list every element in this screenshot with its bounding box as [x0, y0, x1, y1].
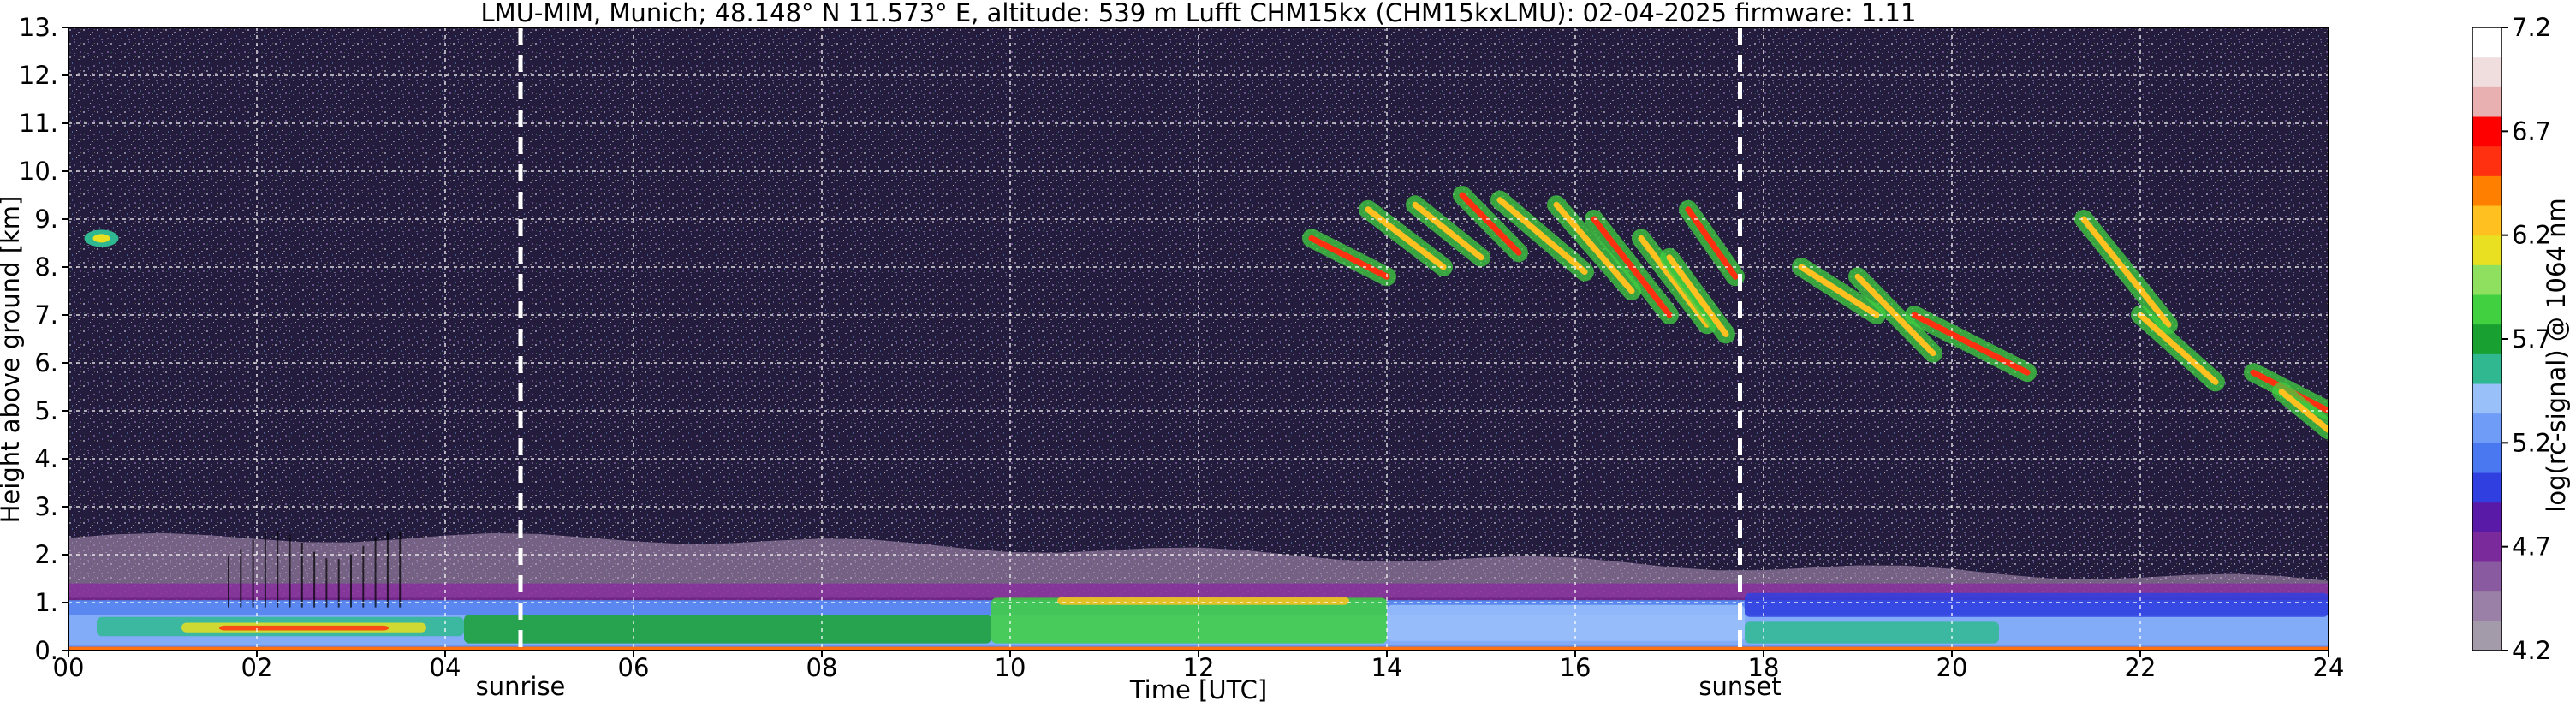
x-axis-label: Time [UTC] — [1129, 675, 1267, 704]
y-tick-label: 3. — [34, 492, 58, 521]
cirrus-core — [1638, 235, 1710, 328]
cirrus-core — [1685, 206, 1739, 280]
sun-marker-label: sunrise — [476, 672, 566, 701]
colorbar-segment — [2472, 146, 2502, 176]
colorbar-segment — [2472, 561, 2502, 592]
colorbar-segment — [2472, 86, 2502, 117]
y-tick-label: 7. — [34, 300, 58, 330]
x-tick-label: 06 — [618, 653, 650, 682]
x-tick-label: 18 — [1748, 653, 1780, 682]
cirrus-core — [1459, 192, 1522, 256]
colorbar-segment — [2472, 235, 2502, 265]
colorbar-segment — [2472, 264, 2502, 295]
surface-band — [68, 646, 2329, 651]
colorbar-segment — [2472, 354, 2502, 384]
aerosol-patch — [1057, 597, 1349, 605]
sun-markers: sunrise sunset — [476, 27, 1782, 701]
residual-layer — [68, 532, 2329, 598]
colorbar-segment — [2472, 175, 2502, 206]
axes: 00 02 04 06 08 10 12 14 16 18 20 22 24 0. 1. 2. 3. 4. 5. 6.… — [19, 13, 2345, 682]
cirrus-core — [1666, 254, 1729, 337]
colorbar-tick-label: 6.7 — [2512, 116, 2551, 146]
aerosol-patch — [1745, 621, 1999, 644]
y-tick-label: 8. — [34, 253, 58, 282]
y-tick-label: 10. — [19, 157, 58, 186]
colorbar-segment — [2472, 502, 2502, 532]
colorbar: 4.2 4.7 5.2 5.7 6.2 6.7 7.2 — [2472, 13, 2551, 665]
small-cloud-core — [92, 234, 110, 243]
colorbar-tick-label: 7.2 — [2512, 13, 2551, 42]
aerosol-patch — [464, 615, 991, 644]
cirrus-core — [1798, 264, 1880, 318]
x-tick-label: 16 — [1560, 653, 1591, 682]
colorbar-segment — [2472, 116, 2502, 147]
colorbar-segment — [2472, 56, 2502, 87]
aerosol-patch — [1387, 604, 1745, 641]
x-tick-label: 14 — [1371, 653, 1403, 682]
cirrus-core — [1553, 201, 1635, 294]
grid-lines — [68, 27, 2329, 651]
x-tick-label: 20 — [1936, 653, 1968, 682]
x-tick-label: 00 — [53, 653, 85, 682]
x-tick-label: 12 — [1183, 653, 1215, 682]
y-tick-label: 4. — [34, 444, 58, 473]
x-tick-label: 24 — [2313, 653, 2345, 682]
y-tick-label: 12. — [19, 61, 58, 90]
cirrus-core — [2137, 312, 2219, 385]
x-tick-label: 10 — [995, 653, 1026, 682]
y-tick-label: 6. — [34, 348, 58, 377]
colorbar-segment — [2472, 27, 2502, 58]
chart-title: LMU-MIM, Munich; 48.148° N 11.573° E, al… — [481, 0, 1917, 27]
y-tick-label: 5. — [34, 396, 58, 425]
colorbar-tick-label: 5.7 — [2512, 324, 2551, 354]
aerosol-patch — [219, 625, 389, 631]
y-tick-label: 13. — [19, 13, 58, 42]
cirrus-core — [1591, 216, 1673, 318]
colorbar-tick-label: 5.2 — [2512, 428, 2551, 457]
colorbar-segment — [2472, 324, 2502, 354]
cirrus-core — [1412, 201, 1484, 261]
colorbar-segment — [2472, 621, 2502, 651]
colorbar-label: log(rc-signal) @ 1064 nm — [2542, 198, 2571, 512]
x-tick-label: 02 — [241, 653, 273, 682]
aerosol-patch — [991, 597, 1387, 644]
colorbar-segment — [2472, 294, 2502, 325]
colorbar-tick-label: 4.2 — [2512, 636, 2551, 665]
colorbar-segment — [2472, 205, 2502, 236]
colorbar-segment — [2472, 383, 2502, 414]
colorbar-segment — [2472, 591, 2502, 621]
y-axis-label: Height above ground [km] — [0, 196, 25, 524]
colorbar-segment — [2472, 443, 2502, 473]
y-tick-label: 1. — [34, 588, 58, 617]
colorbar-tick-label: 4.7 — [2512, 532, 2551, 561]
x-tick-label: 08 — [806, 653, 838, 682]
y-tick-label: 0. — [34, 636, 58, 665]
x-tick-label: 04 — [430, 653, 461, 682]
colorbar-tick-label: 6.2 — [2512, 221, 2551, 250]
x-tick-label: 22 — [2125, 653, 2157, 682]
colorbar-segment — [2472, 532, 2502, 562]
colorbar-segment — [2472, 472, 2502, 503]
y-tick-label: 2. — [34, 540, 58, 569]
cirrus-core — [2080, 216, 2172, 328]
aerosol-patch — [1745, 592, 2329, 617]
y-tick-label: 9. — [34, 205, 58, 234]
cirrus-core — [1496, 197, 1588, 276]
y-tick-label: 11. — [19, 109, 58, 138]
sun-marker-label: sunset — [1698, 672, 1781, 701]
colorbar-segment — [2472, 413, 2502, 443]
cirrus-core — [1308, 235, 1390, 280]
cirrus-core — [1911, 312, 2031, 376]
